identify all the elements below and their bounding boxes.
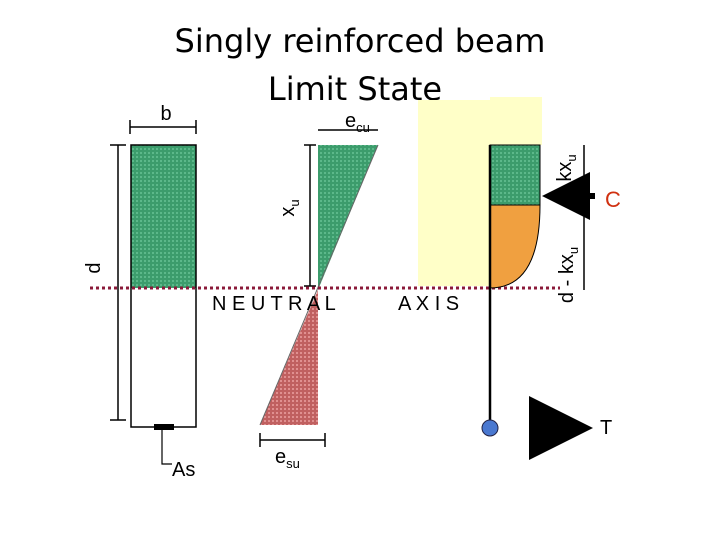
label-ecu-sub: cu bbox=[356, 120, 370, 135]
title-line2: Limit State bbox=[268, 70, 442, 108]
label-esu-sub: su bbox=[286, 456, 300, 471]
label-kxu-base: kx bbox=[554, 162, 576, 182]
label-xu-base: x bbox=[277, 207, 299, 217]
label-xu-sub: u bbox=[287, 199, 302, 206]
label-axis: A X I S bbox=[398, 293, 459, 315]
highlight bbox=[418, 100, 490, 286]
label-esu-base: e bbox=[275, 446, 286, 468]
label-ecu: ecu bbox=[345, 110, 370, 135]
stress-block bbox=[489, 144, 541, 206]
label-xu: xu bbox=[277, 199, 302, 216]
label-b: b bbox=[160, 103, 171, 125]
label-dkxu-sub: u bbox=[566, 247, 581, 254]
steel-point bbox=[481, 419, 499, 437]
leader bbox=[161, 430, 172, 465]
label-as: As bbox=[172, 459, 195, 481]
title-line1: Singly reinforced beam bbox=[175, 22, 546, 60]
label-kxu-sub: u bbox=[564, 154, 579, 161]
rebar bbox=[154, 424, 174, 430]
label-c: C bbox=[605, 187, 621, 212]
stress-parabola bbox=[489, 204, 541, 289]
label-dkxu: d - kxu bbox=[556, 247, 581, 303]
strain-line bbox=[259, 144, 379, 426]
label-esu: esu bbox=[275, 446, 300, 471]
label-ecu-base: e bbox=[345, 110, 356, 132]
label-t: T bbox=[600, 417, 612, 439]
label-d: d bbox=[83, 262, 105, 273]
label-neutral: N E U T R A L bbox=[212, 293, 336, 315]
label-kxu: kxu bbox=[554, 154, 579, 181]
compression-zone bbox=[131, 145, 196, 288]
highlight bbox=[490, 97, 542, 145]
label-dkxu-base: d - kx bbox=[556, 254, 578, 303]
